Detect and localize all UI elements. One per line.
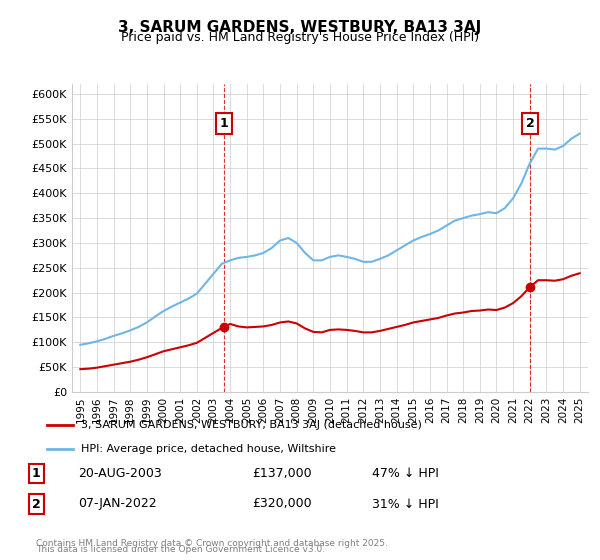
Text: 3, SARUM GARDENS, WESTBURY, BA13 3AJ (detached house): 3, SARUM GARDENS, WESTBURY, BA13 3AJ (de… <box>81 420 422 430</box>
Text: 20-AUG-2003: 20-AUG-2003 <box>78 466 162 480</box>
Text: 3, SARUM GARDENS, WESTBURY, BA13 3AJ: 3, SARUM GARDENS, WESTBURY, BA13 3AJ <box>118 20 482 35</box>
Text: 1: 1 <box>32 466 40 480</box>
Text: This data is licensed under the Open Government Licence v3.0.: This data is licensed under the Open Gov… <box>36 545 325 554</box>
Text: 2: 2 <box>32 497 40 511</box>
Text: Price paid vs. HM Land Registry's House Price Index (HPI): Price paid vs. HM Land Registry's House … <box>121 31 479 44</box>
Text: 47% ↓ HPI: 47% ↓ HPI <box>372 466 439 480</box>
Text: HPI: Average price, detached house, Wiltshire: HPI: Average price, detached house, Wilt… <box>81 444 336 454</box>
Text: £320,000: £320,000 <box>252 497 311 511</box>
Text: 2: 2 <box>526 117 535 130</box>
Text: 31% ↓ HPI: 31% ↓ HPI <box>372 497 439 511</box>
Text: 07-JAN-2022: 07-JAN-2022 <box>78 497 157 511</box>
Text: Contains HM Land Registry data © Crown copyright and database right 2025.: Contains HM Land Registry data © Crown c… <box>36 539 388 548</box>
Text: £137,000: £137,000 <box>252 466 311 480</box>
Text: 1: 1 <box>220 117 229 130</box>
